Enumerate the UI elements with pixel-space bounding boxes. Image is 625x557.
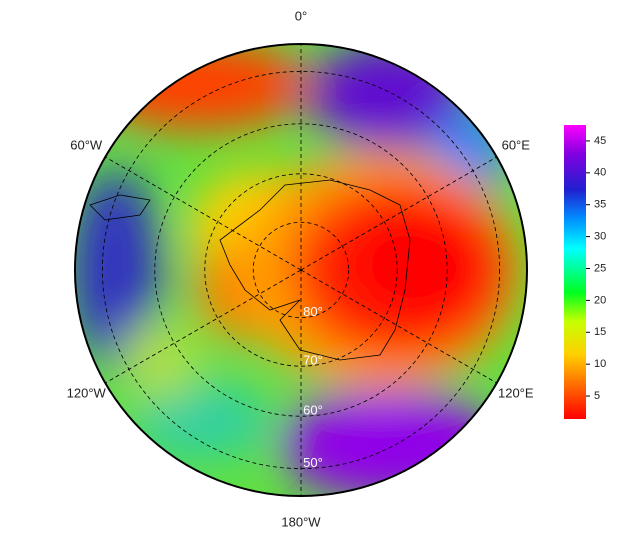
colorbar-tick-label: 15: [594, 326, 606, 338]
colorbar-tick-label: 5: [594, 390, 600, 402]
meridian: [105, 269, 302, 384]
colorbar-tick-label: 20: [594, 294, 606, 306]
meridian-label: 120°E: [498, 385, 534, 400]
meridian-label: 60°W: [70, 137, 103, 152]
parallel: [154, 123, 448, 417]
colorbar-tick-label: 35: [594, 199, 606, 211]
meridian: [300, 269, 497, 384]
coastline: [89, 194, 151, 221]
parallel: [204, 173, 398, 367]
parallel: [102, 71, 500, 469]
meridian-label: 120°W: [67, 385, 107, 400]
parallel: [252, 221, 350, 319]
parallel-label: 50°: [303, 455, 323, 470]
colorbar-tick-label: 45: [594, 135, 606, 147]
colorbar-tick-label: 25: [594, 262, 606, 274]
map-boundary: [74, 43, 528, 497]
meridian: [105, 156, 302, 271]
meridian-label: 60°E: [502, 137, 531, 152]
parallel-label: 60°: [303, 403, 323, 418]
colorbar-tick-label: 10: [594, 358, 606, 370]
meridian-label: 180°W: [281, 514, 321, 529]
coastline: [219, 179, 411, 361]
meridian-label: 0°: [295, 8, 307, 23]
colorbar: [564, 125, 586, 419]
parallel-label: 70°: [303, 353, 323, 368]
parallel-label: 80°: [303, 304, 323, 319]
meridian: [300, 156, 497, 271]
colorbar-tick-label: 40: [594, 167, 606, 179]
field: [75, 44, 527, 496]
colorbar-tick-label: 30: [594, 231, 606, 243]
